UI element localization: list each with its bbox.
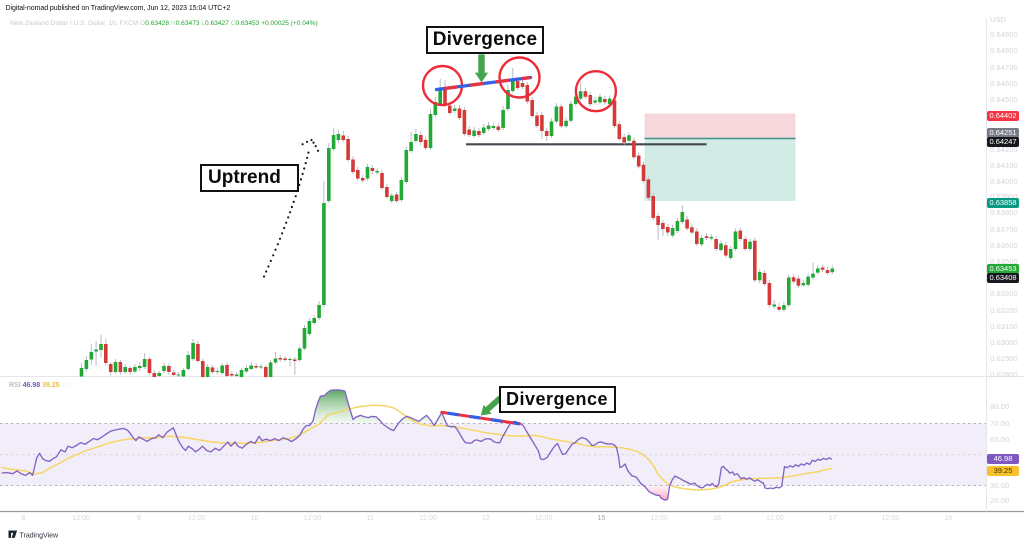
svg-text:TradingView: TradingView [20, 532, 59, 539]
